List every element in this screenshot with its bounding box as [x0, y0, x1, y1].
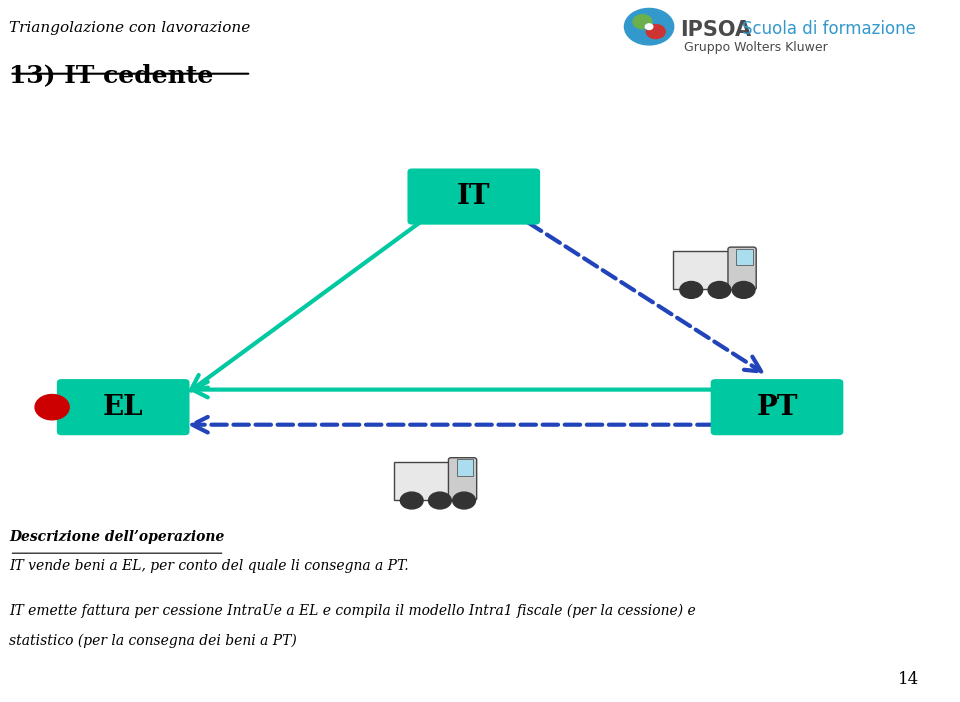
- Circle shape: [36, 395, 69, 420]
- Text: Scuola di formazione: Scuola di formazione: [742, 20, 916, 38]
- Circle shape: [400, 492, 423, 509]
- Circle shape: [428, 492, 451, 509]
- Text: IT vende beni a EL, per conto del quale li consegna a PT.: IT vende beni a EL, per conto del quale …: [10, 559, 409, 574]
- FancyBboxPatch shape: [728, 247, 756, 290]
- Circle shape: [646, 25, 665, 39]
- Text: Descrizione dell’operazione: Descrizione dell’operazione: [10, 530, 225, 544]
- FancyBboxPatch shape: [448, 458, 477, 501]
- Text: 13) IT cedente: 13) IT cedente: [10, 63, 214, 87]
- FancyBboxPatch shape: [710, 379, 843, 435]
- Text: 14: 14: [898, 671, 919, 688]
- FancyBboxPatch shape: [407, 168, 540, 225]
- Circle shape: [645, 24, 653, 29]
- Circle shape: [624, 8, 674, 45]
- Circle shape: [708, 282, 731, 298]
- Circle shape: [633, 15, 652, 29]
- Text: statistico (per la consegna dei beni a PT): statistico (per la consegna dei beni a P…: [10, 634, 298, 648]
- Text: EL: EL: [103, 394, 143, 420]
- Circle shape: [680, 282, 703, 298]
- FancyBboxPatch shape: [673, 251, 737, 289]
- Text: Triangolazione con lavorazione: Triangolazione con lavorazione: [10, 21, 251, 35]
- FancyBboxPatch shape: [394, 462, 458, 500]
- Circle shape: [453, 492, 475, 509]
- Circle shape: [732, 282, 755, 298]
- Text: IT emette fattura per cessione IntraUe a EL e compila il modello Intra1 fiscale : IT emette fattura per cessione IntraUe a…: [10, 604, 696, 618]
- Text: Gruppo Wolters Kluwer: Gruppo Wolters Kluwer: [684, 41, 828, 54]
- Text: IT: IT: [457, 183, 491, 210]
- Text: IPSOA: IPSOA: [681, 20, 752, 39]
- FancyBboxPatch shape: [57, 379, 189, 435]
- Text: PT: PT: [756, 394, 798, 420]
- FancyBboxPatch shape: [457, 459, 473, 476]
- FancyBboxPatch shape: [736, 249, 753, 265]
